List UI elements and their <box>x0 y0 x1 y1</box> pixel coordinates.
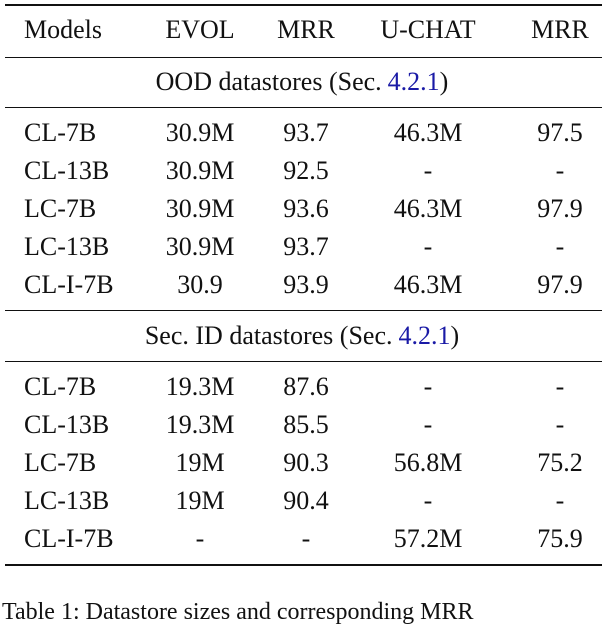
cell: 19.3M <box>165 410 235 439</box>
cell: 56.8M <box>393 448 463 477</box>
cell: - <box>555 156 565 185</box>
cell: 57.2M <box>393 524 463 553</box>
section-ref: 4.2.1 <box>398 321 451 350</box>
cell: 93.6 <box>283 194 329 223</box>
row-label: LC-7B <box>24 448 97 477</box>
cell: - <box>555 410 565 439</box>
cell: 97.5 <box>537 118 583 147</box>
cell: 90.3 <box>283 448 329 477</box>
section-ref: 4.2.1 <box>387 67 440 96</box>
cell: 30.9M <box>165 194 235 223</box>
caption: Table 1: Datastore sizes and correspondi… <box>2 599 474 625</box>
cell: - <box>423 156 433 185</box>
cell: - <box>195 524 205 553</box>
cell: 46.3M <box>393 270 463 299</box>
cell: 19M <box>175 486 225 515</box>
rule <box>5 564 602 566</box>
cell: 93.9 <box>283 270 329 299</box>
cell: 75.2 <box>537 448 583 477</box>
row-label: CL-13B <box>24 410 110 439</box>
cell: 93.7 <box>283 118 329 147</box>
rule <box>5 107 602 108</box>
cell: 87.6 <box>283 372 329 401</box>
cell: 30.9M <box>165 118 235 147</box>
row-label: CL-I-7B <box>24 270 114 299</box>
cell: 46.3M <box>393 118 463 147</box>
cell: 92.5 <box>283 156 329 185</box>
row-label: CL-I-7B <box>24 524 114 553</box>
cell: 19.3M <box>165 372 235 401</box>
header-cell: MRR <box>531 15 589 44</box>
cell: 85.5 <box>283 410 329 439</box>
cell: 30.9 <box>177 270 223 299</box>
section-title: Sec. ID datastores (Sec. 4.2.1) <box>0 321 604 351</box>
header-cell: EVOL <box>165 15 235 44</box>
header-cell: U-CHAT <box>380 15 476 44</box>
cell: - <box>423 372 433 401</box>
cell: - <box>555 486 565 515</box>
cell: - <box>423 410 433 439</box>
cell: 19M <box>175 448 225 477</box>
row-label: CL-7B <box>24 372 97 401</box>
cell: 93.7 <box>283 232 329 261</box>
header-cell: MRR <box>277 15 335 44</box>
cell: 46.3M <box>393 194 463 223</box>
page: {"table": { "header": ["Models", "EVOL",… <box>0 4 604 625</box>
rule <box>5 310 602 311</box>
cell: - <box>555 232 565 261</box>
header-cell: Models <box>24 15 102 44</box>
cell: 30.9M <box>165 232 235 261</box>
row-label: LC-7B <box>24 194 97 223</box>
row-label: CL-13B <box>24 156 110 185</box>
row-label: LC-13B <box>24 486 110 515</box>
section-title-text: OOD datastores (Sec. <box>155 67 382 96</box>
cell: 75.9 <box>537 524 583 553</box>
cell: 97.9 <box>537 270 583 299</box>
cell: - <box>423 486 433 515</box>
cell: 90.4 <box>283 486 329 515</box>
cell: - <box>423 232 433 261</box>
section-title: OOD datastores (Sec. 4.2.1) <box>0 67 604 97</box>
rule <box>5 361 602 362</box>
cell: 97.9 <box>537 194 583 223</box>
section-title-end: ) <box>439 67 449 96</box>
rule <box>5 4 602 6</box>
section-title-text: Sec. ID datastores (Sec. <box>144 321 393 350</box>
section-title-end: ) <box>450 321 460 350</box>
row-label: LC-13B <box>24 232 110 261</box>
row-label: CL-7B <box>24 118 97 147</box>
cell: 30.9M <box>165 156 235 185</box>
cell: - <box>301 524 311 553</box>
cell: - <box>555 372 565 401</box>
rule <box>5 57 602 58</box>
